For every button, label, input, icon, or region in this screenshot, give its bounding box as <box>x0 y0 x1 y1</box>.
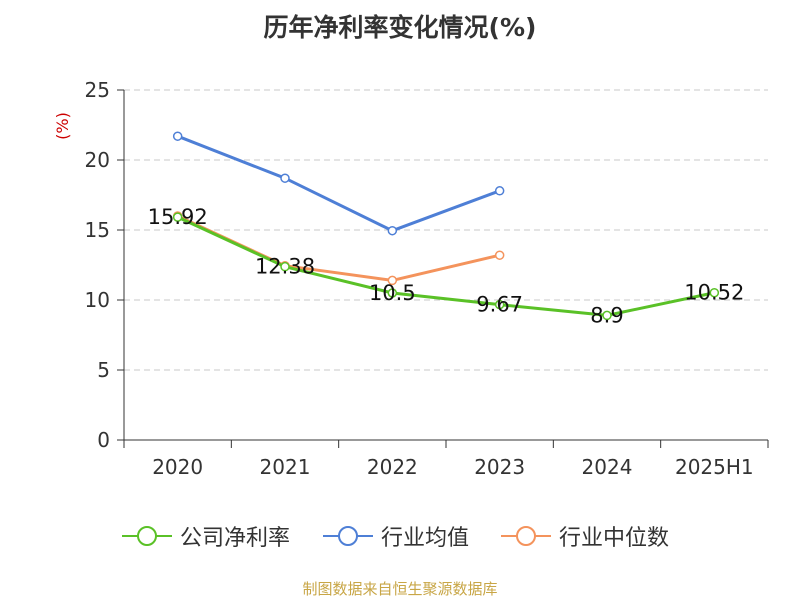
tick-labels: 0 5 10 15 20 25 2020 2021 2022 2023 2024 2025H1 <box>85 78 754 479</box>
legend-item-industry-mean[interactable]: 行业均值 <box>323 521 469 551</box>
x-tick-label: 2020 <box>152 455 203 479</box>
data-label: 9.67 <box>476 293 523 317</box>
data-point-1 <box>172 131 183 141</box>
data-label: 12.38 <box>255 255 315 279</box>
data-point-0 <box>494 299 505 310</box>
data-point-0 <box>387 288 398 298</box>
data-point-0 <box>602 310 612 321</box>
y-axis-label: (%) <box>53 112 72 140</box>
data-point-1 <box>387 225 398 236</box>
legend-swatch-company <box>122 526 172 546</box>
y-tick-label: 15 <box>85 218 110 242</box>
data-label: 10.52 <box>684 281 744 305</box>
data-point-0 <box>172 212 183 222</box>
data-point-1 <box>494 186 505 196</box>
x-tick-label: 2024 <box>582 455 633 479</box>
legend-item-company[interactable]: 公司净利率 <box>122 521 290 551</box>
legend-swatch-industry-median <box>501 526 551 546</box>
legend-label-company: 公司净利率 <box>180 526 291 551</box>
series-lines <box>172 131 720 321</box>
x-tick-label: 2021 <box>260 455 311 479</box>
y-tick-label: 20 <box>85 148 110 172</box>
series-line-1 <box>177 134 501 233</box>
series-line-2 <box>177 214 501 282</box>
legend-label-industry-mean: 行业均值 <box>381 526 470 551</box>
legend-label-industry-median: 行业中位数 <box>559 526 670 551</box>
data-point-1 <box>280 173 290 183</box>
legend-item-industry-median[interactable]: 行业中位数 <box>501 521 669 551</box>
data-labels: 15.92 12.38 10.5 9.67 8.9 10.52 <box>148 205 745 327</box>
chart-title: 历年净利率变化情况(%) <box>263 13 537 42</box>
data-label: 10.5 <box>369 281 416 305</box>
axes <box>117 89 769 448</box>
data-point-0 <box>709 287 720 298</box>
grid-lines <box>124 89 768 371</box>
x-tick-label: 2022 <box>367 455 418 479</box>
y-tick-label: 10 <box>85 288 110 312</box>
data-point-0 <box>280 261 290 272</box>
data-label: 8.9 <box>590 303 623 327</box>
x-tick-label: 2023 <box>474 455 525 479</box>
data-point-2 <box>494 250 505 260</box>
data-label: 15.92 <box>148 205 208 229</box>
x-tick-label: 2025H1 <box>675 455 754 479</box>
y-tick-label: 0 <box>97 428 110 452</box>
data-point-2 <box>387 275 398 286</box>
y-tick-label: 25 <box>85 78 110 102</box>
legend: 公司净利率 行业均值 行业中位数 <box>0 521 800 551</box>
legend-swatch-industry-mean <box>323 526 373 546</box>
source-note: 制图数据来自恒生聚源数据库 <box>302 580 498 598</box>
series-line-0 <box>177 215 715 317</box>
y-tick-label: 5 <box>97 358 110 382</box>
